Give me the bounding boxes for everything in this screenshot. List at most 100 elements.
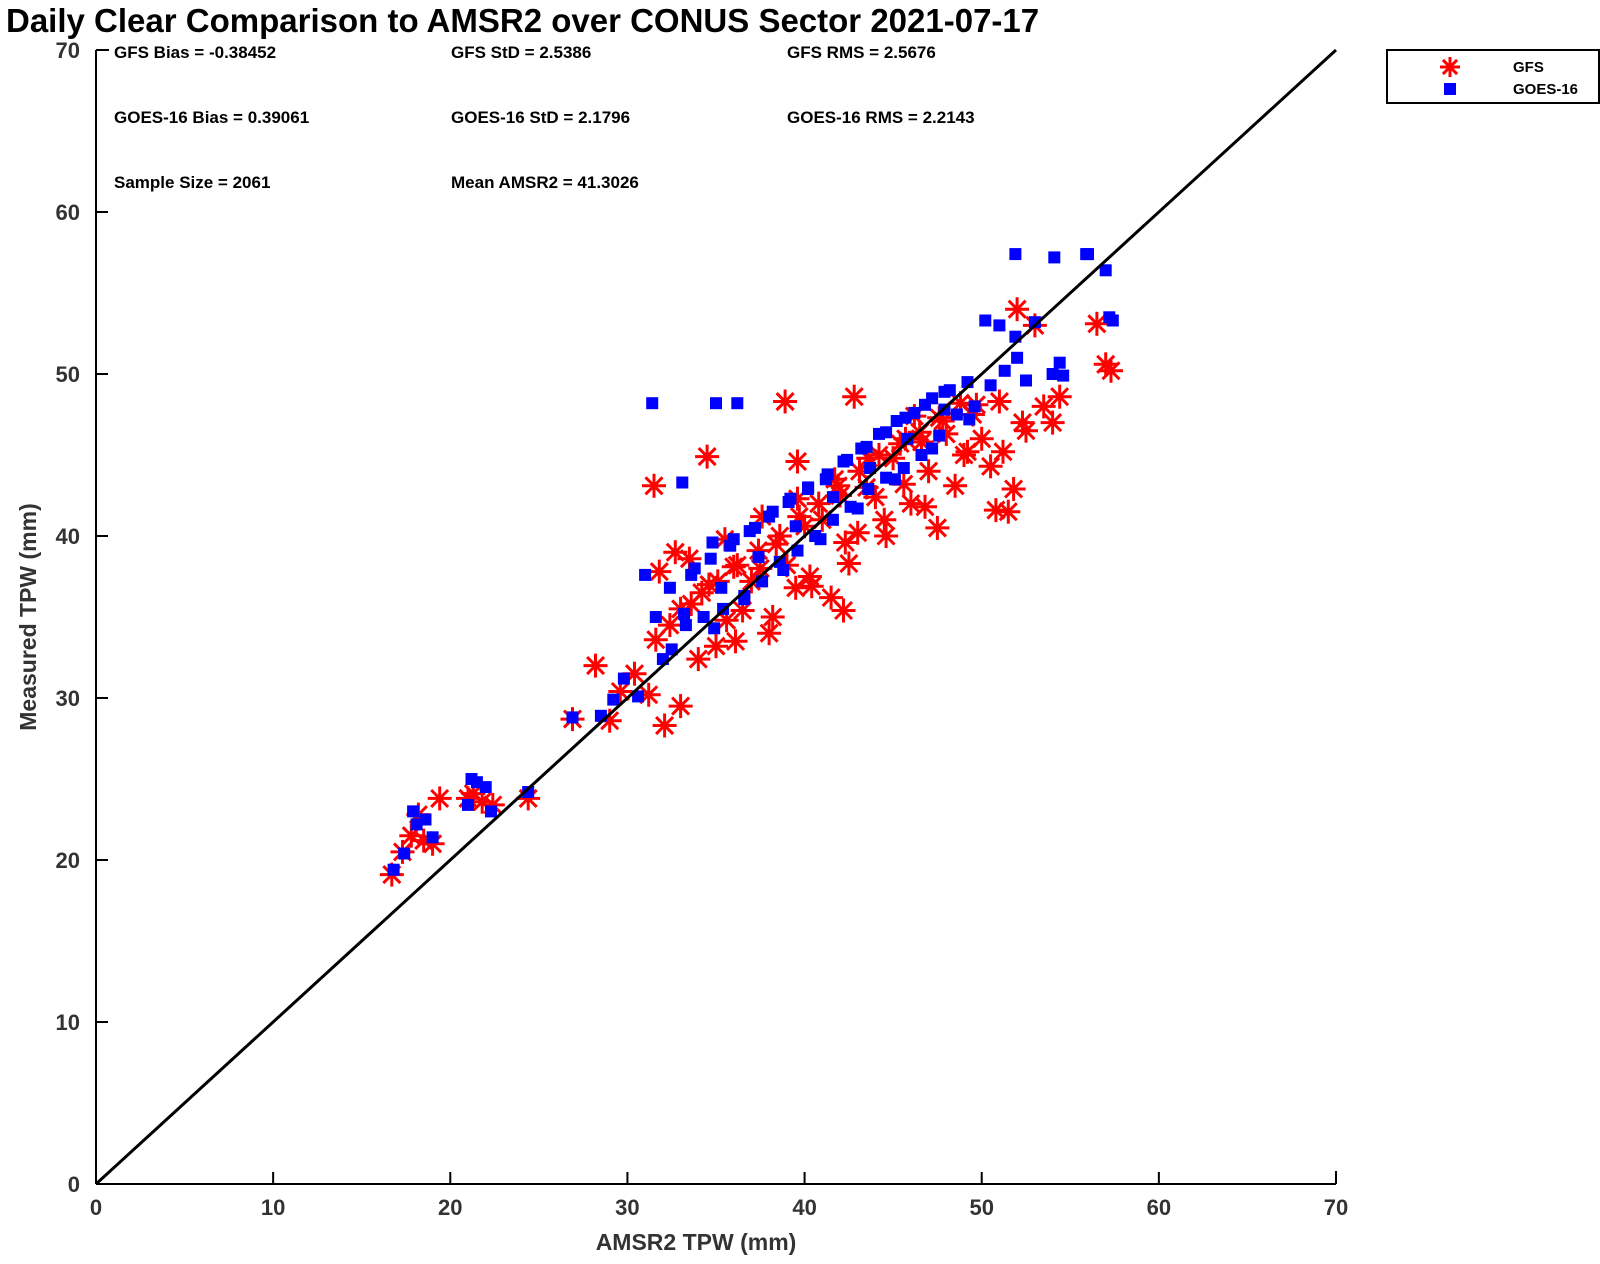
gfs-point xyxy=(831,598,856,623)
goes16-point xyxy=(1046,368,1059,380)
goes16-point xyxy=(915,449,928,461)
x-tick-label: 30 xyxy=(615,1195,639,1220)
data-points xyxy=(379,248,1123,887)
gfs-point xyxy=(757,621,782,646)
goes16-point xyxy=(1057,369,1070,382)
legend-gfs-asterisk xyxy=(1440,57,1460,77)
goes16-point xyxy=(782,496,795,508)
goes16-point xyxy=(419,813,432,826)
x-tick-label: 60 xyxy=(1147,1195,1171,1220)
goes16-bias-stat: GOES-16 Bias = 0.39061 xyxy=(114,108,309,127)
gfs-point xyxy=(760,605,785,629)
goes16-rms-stat: GOES-16 RMS = 2.2143 xyxy=(787,108,975,127)
gfs-point xyxy=(1047,384,1072,409)
goes16-point xyxy=(665,643,678,656)
goes16-point xyxy=(993,319,1006,332)
goes16-point xyxy=(1053,356,1066,369)
goes16-point xyxy=(697,611,710,623)
x-tick-label: 50 xyxy=(969,1195,993,1220)
gfs-point xyxy=(652,713,677,738)
gfs-point xyxy=(695,444,720,469)
gfs-point xyxy=(1084,311,1109,336)
goes16-point xyxy=(791,544,804,557)
legend-box xyxy=(1386,49,1600,104)
goes16-point xyxy=(715,581,728,594)
goes16-point xyxy=(649,611,662,623)
goes16-point xyxy=(752,551,765,564)
goes16-point xyxy=(864,462,877,474)
gfs-point xyxy=(978,454,1003,479)
goes16-point xyxy=(639,568,652,581)
y-tick-label: 20 xyxy=(56,848,80,873)
gfs-bias-stat: GFS Bias = -0.38452 xyxy=(114,43,276,62)
goes16-point xyxy=(407,805,420,818)
y-axis-label: Measured TPW (mm) xyxy=(15,503,41,730)
goes16-point xyxy=(933,429,946,442)
goes16-point xyxy=(479,781,492,794)
gfs-point xyxy=(767,524,792,548)
series-gfs xyxy=(379,297,1123,887)
goes16-point xyxy=(685,568,698,581)
x-tick-label: 70 xyxy=(1324,1195,1348,1220)
goes16-point xyxy=(862,483,875,495)
goes16-point xyxy=(676,476,689,489)
gfs-point xyxy=(642,473,666,498)
gfs-point xyxy=(1031,394,1056,419)
goes16-point xyxy=(387,863,400,876)
gfs-std-stat: GFS StD = 2.5386 xyxy=(451,43,591,62)
goes16-point xyxy=(1020,374,1032,387)
gfs-point xyxy=(833,530,858,555)
goes16-point xyxy=(979,314,992,327)
goes16-point xyxy=(802,483,815,495)
gfs-point xyxy=(668,694,693,719)
goes16-point xyxy=(841,453,854,466)
gfs-point xyxy=(996,499,1021,524)
goes16-point xyxy=(938,385,951,398)
goes16-point xyxy=(617,672,630,685)
goes16-point xyxy=(963,413,976,426)
x-tick-label: 10 xyxy=(261,1195,285,1220)
gfs-point xyxy=(898,491,923,516)
goes16-point xyxy=(607,693,620,706)
x-tick-label: 40 xyxy=(792,1195,816,1220)
goes16-point xyxy=(1080,248,1093,261)
gfs-point xyxy=(955,439,980,464)
sample-size-stat: Sample Size = 2061 xyxy=(114,173,270,192)
y-tick-label: 0 xyxy=(68,1172,80,1197)
goes16-point xyxy=(984,379,997,392)
goes16-point xyxy=(646,397,659,410)
mean-amsr2-stat: Mean AMSR2 = 41.3026 xyxy=(451,173,639,192)
y-tick-label: 40 xyxy=(56,524,80,549)
x-axis-ticks: 0 10 20 30 40 50 60 70 xyxy=(90,1172,1348,1220)
goes16-point xyxy=(777,564,790,576)
gfs-point xyxy=(1005,297,1030,322)
legend-gfs-marker xyxy=(1440,57,1460,77)
gfs-point xyxy=(773,389,798,414)
gfs-point xyxy=(1010,410,1035,435)
goes16-point xyxy=(860,440,873,453)
goes16-point xyxy=(678,607,691,620)
gfs-point xyxy=(657,613,682,638)
goes16-point xyxy=(1099,264,1112,277)
gfs-point xyxy=(806,491,831,516)
goes16-point xyxy=(706,536,719,549)
gfs-point xyxy=(872,507,897,532)
gfs-point xyxy=(583,653,608,678)
goes16-point xyxy=(1106,314,1119,327)
gfs-point xyxy=(991,439,1015,464)
goes16-point xyxy=(789,520,802,533)
y-tick-label: 50 xyxy=(56,362,80,387)
goes16-point xyxy=(731,397,744,410)
goes16-point xyxy=(968,400,981,413)
goes16-point xyxy=(763,510,776,523)
legend: GFS GOES-16 xyxy=(1386,49,1600,104)
gfs-point xyxy=(1040,410,1065,435)
goes16-point xyxy=(398,847,411,860)
goes16-point xyxy=(485,805,497,818)
gfs-point xyxy=(925,515,950,540)
gfs-point xyxy=(1001,477,1026,501)
gfs-point xyxy=(874,524,899,548)
goes16-point xyxy=(462,798,474,811)
goes16-point xyxy=(950,408,963,421)
